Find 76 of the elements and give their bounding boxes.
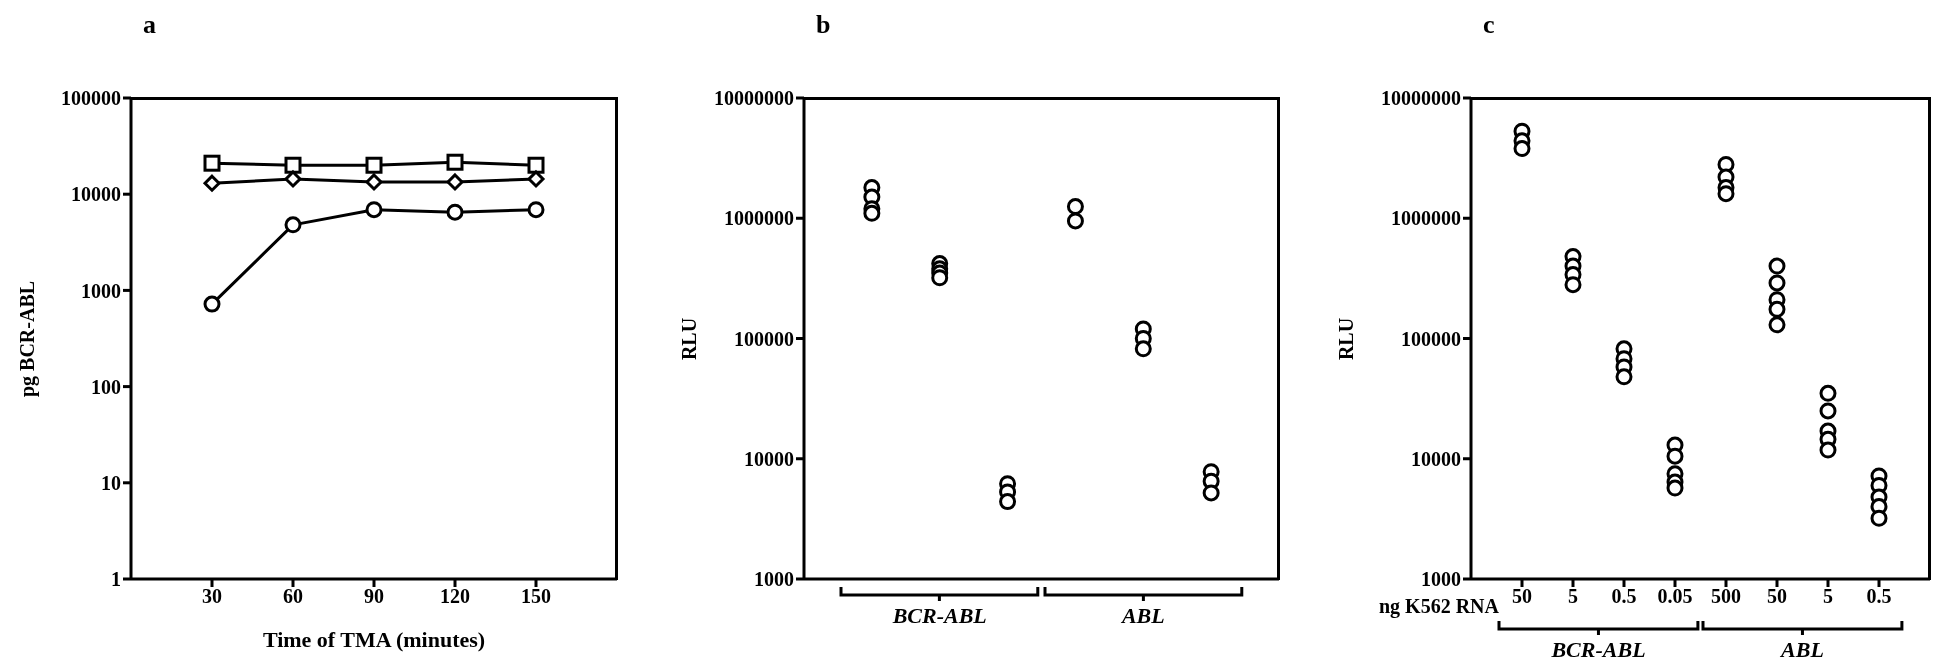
point [284,156,302,174]
y-tick-label: 10 [101,471,121,494]
text: ABL [1781,637,1824,661]
y-tick-label: 10000 [1411,447,1461,470]
y-tick-label: 10000000 [1381,87,1461,110]
text: BCR-ABL [892,603,987,629]
point [1666,447,1684,465]
point [527,201,545,219]
point [365,156,383,174]
y-tick-label: 1 [111,568,121,591]
point [1768,257,1786,275]
point [1066,212,1084,230]
point [1819,441,1837,459]
point [1564,276,1582,294]
x-tick-label: 150 [521,585,551,608]
point [284,216,302,234]
point [1819,402,1837,420]
point [1666,479,1684,497]
point [1819,384,1837,402]
point [931,269,949,287]
y-axis-title: pg BCR-ABL [15,280,39,397]
chart-title: c [1483,10,1495,40]
point [203,154,221,172]
chart-title: a [143,10,156,40]
point [863,204,881,222]
y-tick-label: 1000 [754,568,794,591]
point [1202,484,1220,502]
point [1134,340,1152,358]
point [1870,509,1888,527]
point [527,156,545,174]
point [1768,316,1786,334]
text: BCR-ABL [1551,637,1646,661]
y-tick-label: 100 [91,375,121,398]
point [1513,140,1531,158]
y-tick-label: 1000 [81,279,121,302]
y-tick-label: 1000 [1421,568,1461,591]
x-tick-label: 5 [1568,585,1578,608]
x-tick-label: 60 [283,585,303,608]
point [1615,368,1633,386]
x-tick-label: 0.5 [1611,585,1637,608]
y-tick-label: 10000 [744,447,794,470]
text: ABL [1121,603,1165,629]
point [203,174,221,192]
x-tick-label: 500 [1711,585,1741,608]
x-tick-label: 0.5 [1866,585,1892,608]
x-tick-label: 90 [364,585,384,608]
y-axis-title: RLU [1334,317,1358,360]
x-tick-label: 50 [1512,585,1532,608]
point [365,201,383,219]
x-tick-label: 30 [202,585,222,608]
point [1066,198,1084,216]
y-tick-label: 100000 [1401,327,1461,350]
point [446,173,464,191]
x-tick-label: 120 [440,585,470,608]
point [284,170,302,188]
point [365,173,383,191]
chart-title: b [816,10,831,40]
y-tick-label: 100000 [61,87,121,110]
y-tick-label: 1000000 [1391,207,1461,230]
y-axis-title: RLU [677,317,701,360]
x-tick-label: 50 [1767,585,1787,608]
y-tick-label: 1000000 [724,207,794,230]
point [203,295,221,313]
point [446,153,464,171]
x-tick-label: 0.05 [1657,585,1693,608]
point [1768,300,1786,318]
point [999,493,1017,511]
point [446,203,464,221]
x-tick-label: 5 [1823,585,1833,608]
y-tick-label: 100000 [734,327,794,350]
y-tick-label: 10000 [71,183,121,206]
point [1768,274,1786,292]
x-axis-title: Time of TMA (minutes) [262,627,486,653]
y-tick-label: 10000000 [714,87,794,110]
point [1717,185,1735,203]
x-axis-title: ng K562 RNA [1378,595,1499,618]
